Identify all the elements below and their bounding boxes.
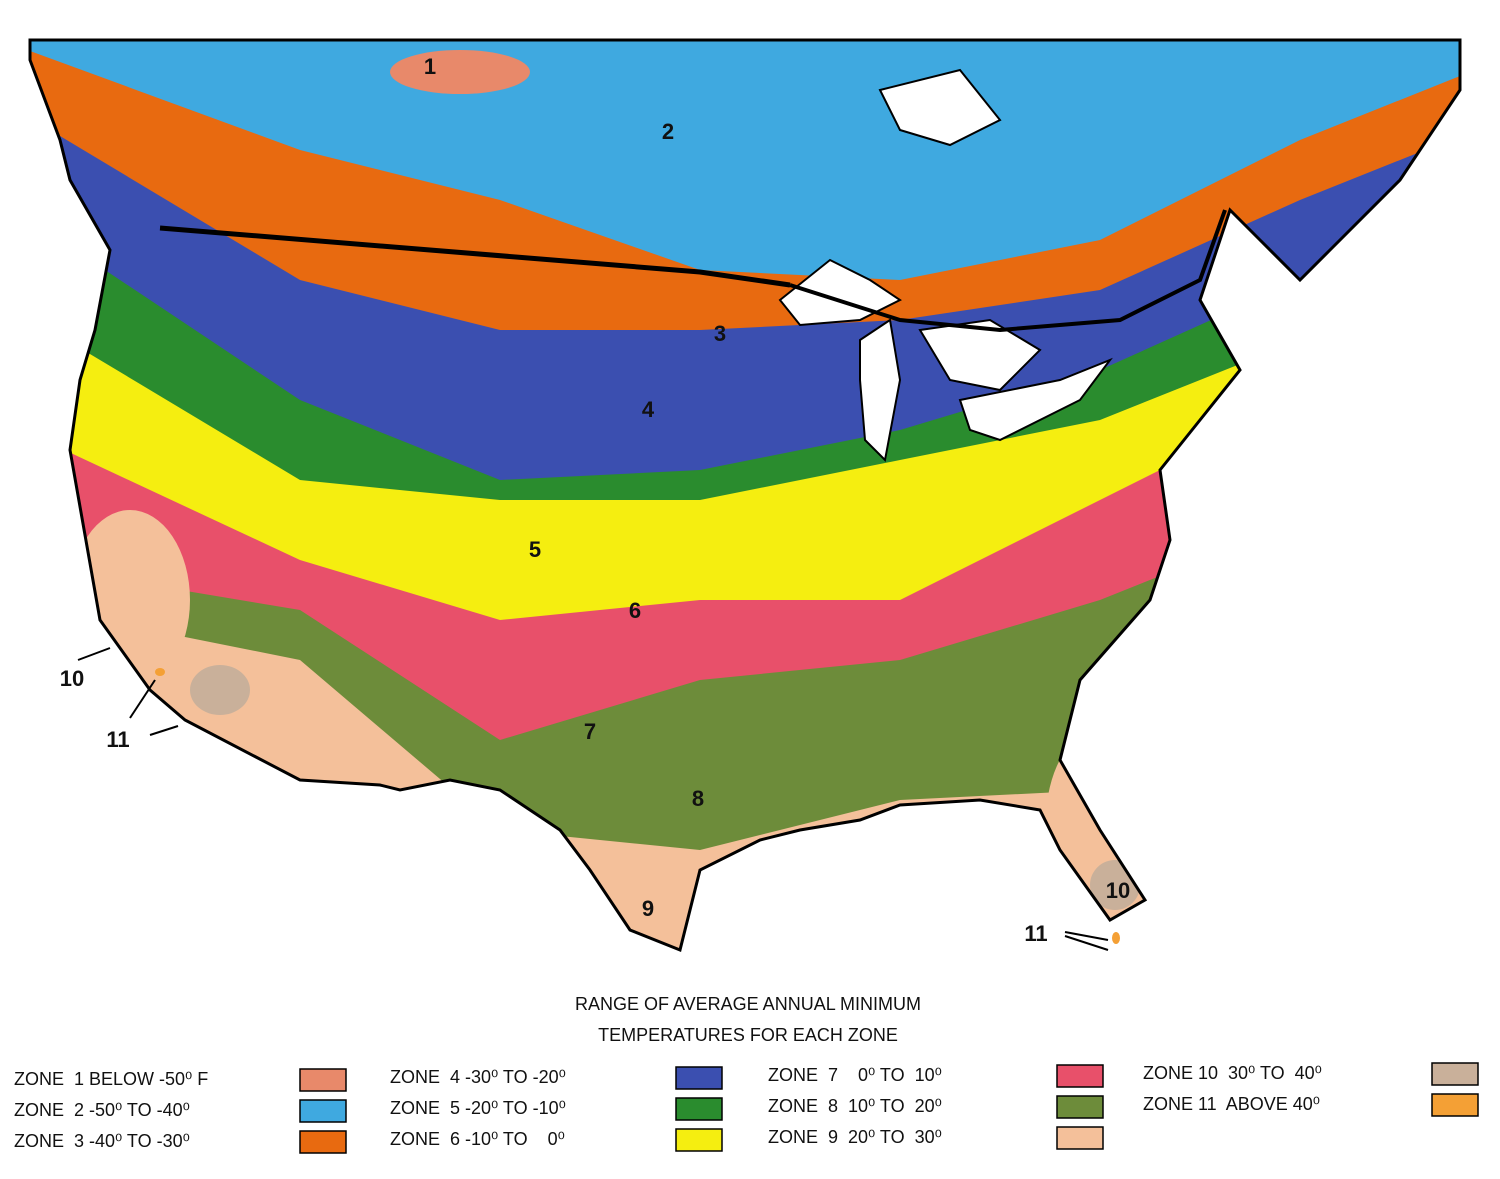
legend-label: ZONE 3 -40⁰ TO -30⁰	[14, 1131, 190, 1151]
zone-area	[190, 665, 250, 715]
zone-label: 7	[584, 719, 596, 744]
legend-swatch	[675, 1128, 723, 1152]
zone-label: 6	[629, 598, 641, 623]
legend-label: ZONE 2 -50⁰ TO -40⁰	[14, 1100, 190, 1120]
legend-label: ZONE 11 ABOVE 40⁰	[1143, 1094, 1320, 1114]
zone-label: 11	[1024, 921, 1047, 946]
legend-label: ZONE 9 20⁰ TO 30⁰	[768, 1127, 942, 1147]
leader-lines	[77, 647, 1109, 951]
border	[789, 209, 1227, 333]
zone-area	[390, 50, 530, 94]
zone-label: 1	[424, 54, 436, 79]
legend-swatch	[1431, 1062, 1479, 1086]
legend-swatch	[675, 1066, 723, 1090]
zone-area	[1112, 932, 1120, 944]
zone-label: 4	[642, 397, 655, 422]
legend-label: ZONE 6 -10⁰ TO 0⁰	[390, 1129, 565, 1149]
legend-label: ZONE 4 -30⁰ TO -20⁰	[390, 1067, 566, 1087]
legend-swatch	[1056, 1126, 1104, 1150]
legend-label: ZONE 8 10⁰ TO 20⁰	[768, 1096, 942, 1116]
legend-swatch	[1056, 1064, 1104, 1088]
legend-label: ZONE 10 30⁰ TO 40⁰	[1143, 1063, 1322, 1083]
title: RANGE OF AVERAGE ANNUAL MINIMUM	[575, 994, 921, 1014]
legend-swatch	[299, 1130, 347, 1154]
zone-label: 9	[642, 896, 654, 921]
zone-label: 8	[692, 786, 704, 811]
zone-label: 2	[662, 119, 674, 144]
legend-swatch	[299, 1068, 347, 1092]
title: TEMPERATURES FOR EACH ZONE	[598, 1025, 898, 1045]
zone-area	[155, 668, 165, 676]
zone-label: 10	[1106, 878, 1130, 903]
legend-label: ZONE 1 BELOW -50⁰ F	[14, 1069, 208, 1089]
legend-swatch	[675, 1097, 723, 1121]
legend-label: ZONE 7 0⁰ TO 10⁰	[768, 1065, 942, 1085]
coastline	[28, 38, 1462, 953]
legend-swatch	[1431, 1093, 1479, 1117]
legend-label: ZONE 5 -20⁰ TO -10⁰	[390, 1098, 566, 1118]
zone-label: 10	[60, 666, 84, 691]
zone-area	[30, 40, 1460, 280]
border	[159, 225, 791, 288]
legend-swatch	[1056, 1095, 1104, 1119]
zone-label: 3	[714, 321, 726, 346]
zone-label: 5	[529, 537, 541, 562]
legend-swatch	[299, 1099, 347, 1123]
zone-label: 11	[106, 727, 129, 752]
